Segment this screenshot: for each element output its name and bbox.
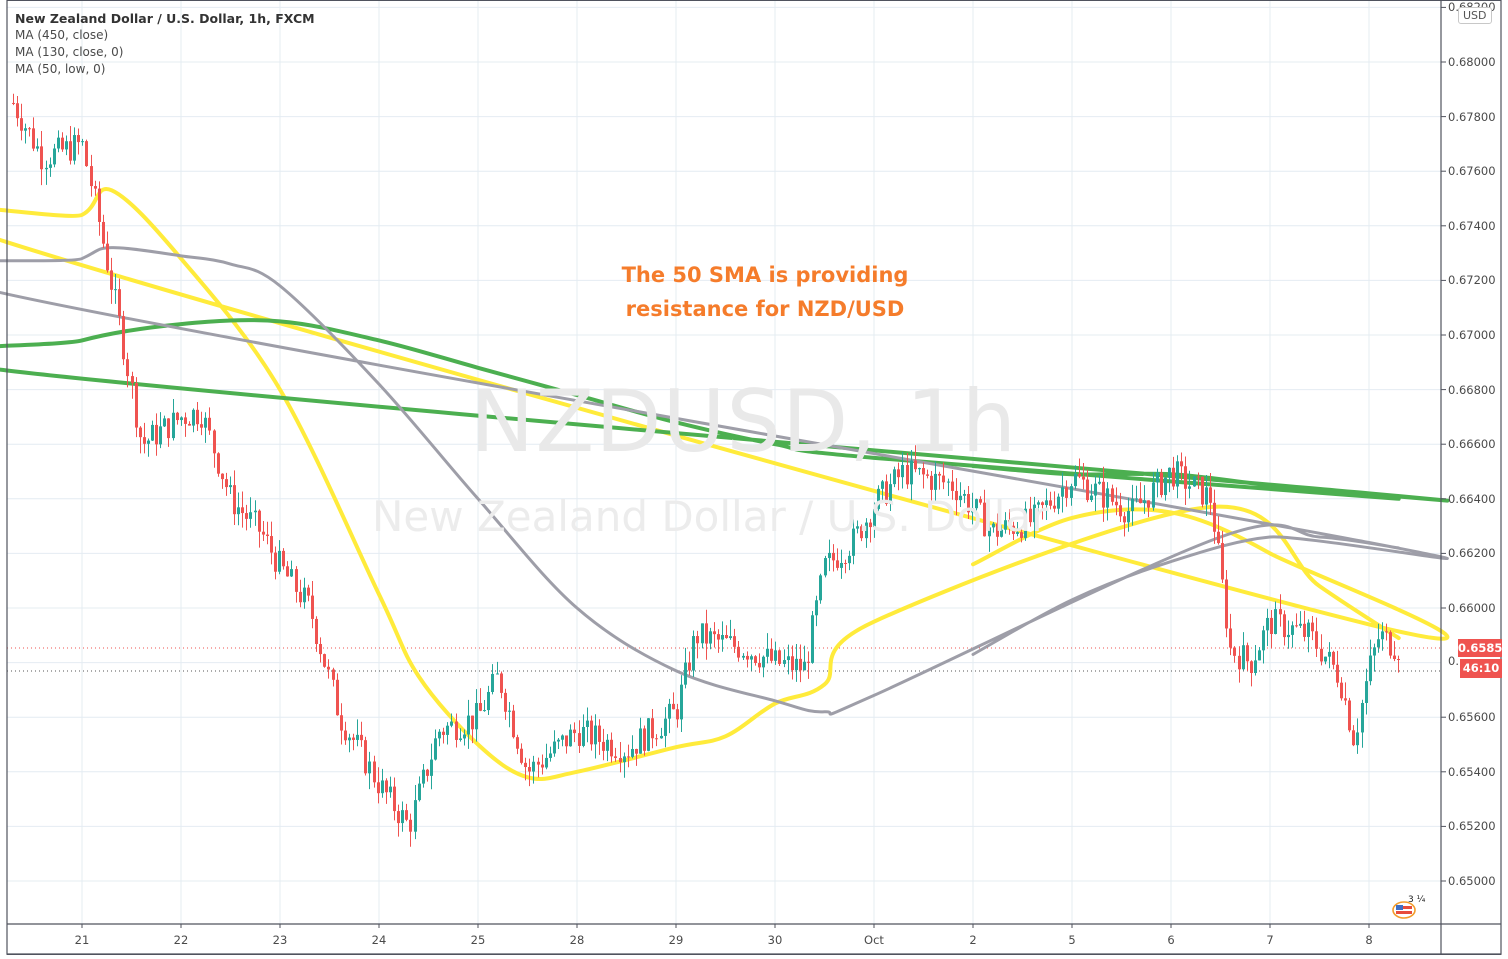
indicator-ma50[interactable]: MA (50, low, 0) — [15, 62, 106, 76]
chart-legend: New Zealand Dollar / U.S. Dollar, 1h, FX… — [15, 10, 315, 78]
price-lines — [7, 647, 1441, 672]
ma-line-2 — [0, 186, 1450, 782]
last-price-label: 0.65852 — [1458, 639, 1508, 657]
price-tick-label: 0.66000 — [1448, 601, 1496, 615]
time-tick-label: 30 — [767, 933, 783, 947]
event-count: 3 ¼ — [1408, 895, 1426, 905]
chart-annotation[interactable]: The 50 SMA is providing resistance for N… — [600, 258, 930, 326]
chart-title[interactable]: New Zealand Dollar / U.S. Dollar, 1h, FX… — [15, 11, 315, 26]
bar-countdown-label: 46:10 — [1460, 659, 1502, 678]
price-tick-label: 0.67400 — [1448, 218, 1496, 233]
moving-average-lines — [0, 186, 1450, 782]
indicator-ma130[interactable]: MA (130, close, 0) — [15, 45, 124, 59]
price-tick-label: 0.67800 — [1448, 109, 1496, 124]
time-tick-label: 6 — [1167, 933, 1175, 947]
time-tick-label: 23 — [272, 933, 288, 947]
time-tick-label: 2 — [969, 933, 977, 947]
time-tick-label: 29 — [668, 933, 684, 947]
time-tick-label: 22 — [173, 933, 189, 947]
price-tick-label: 0.65400 — [1448, 764, 1496, 779]
price-tick-label: 0.66400 — [1448, 491, 1496, 506]
time-tick-label: 7 — [1266, 933, 1274, 947]
time-tick-label: 25 — [470, 933, 486, 947]
annotation-line-2: resistance for NZD/USD — [625, 297, 905, 321]
time-tick-label: 5 — [1068, 933, 1076, 947]
price-tick-label: 0.66600 — [1448, 437, 1496, 452]
watermark-symbol: NZDUSD, 1h — [470, 372, 1018, 472]
time-tick-label: 21 — [74, 933, 90, 947]
watermark-description: New Zealand Dollar / U.S. Dollar — [372, 492, 1049, 541]
ma-line-0 — [0, 318, 1450, 503]
time-tick-label: Oct — [864, 933, 884, 947]
price-tick-label: 0.65600 — [1448, 710, 1496, 725]
price-tick-label: 0.66800 — [1448, 382, 1496, 397]
us-flag-event-icon[interactable] — [1391, 897, 1419, 919]
price-tick-label: 0.67000 — [1448, 328, 1496, 342]
time-tick-label: 28 — [569, 933, 585, 947]
price-tick-partial: 0. — [1448, 654, 1459, 668]
price-tick-label: 0.65000 — [1448, 874, 1496, 888]
chart-axes — [6, 0, 1502, 955]
annotation-line-1: The 50 SMA is providing — [621, 263, 909, 287]
time-tick-label: 8 — [1365, 933, 1373, 947]
price-tick-label: 0.68000 — [1448, 55, 1496, 69]
price-tick-label: 0.67200 — [1448, 273, 1496, 288]
price-tick-label: 0.67600 — [1448, 164, 1496, 179]
currency-badge[interactable]: USD — [1458, 7, 1492, 24]
indicator-ma450[interactable]: MA (450, close) — [15, 28, 109, 42]
price-tick-label: 0.66200 — [1448, 546, 1496, 561]
ma-line-1 — [0, 246, 1449, 716]
time-tick-label: 24 — [371, 933, 387, 947]
candlestick-series — [12, 93, 1400, 847]
price-tick-label: 0.65200 — [1448, 819, 1496, 834]
